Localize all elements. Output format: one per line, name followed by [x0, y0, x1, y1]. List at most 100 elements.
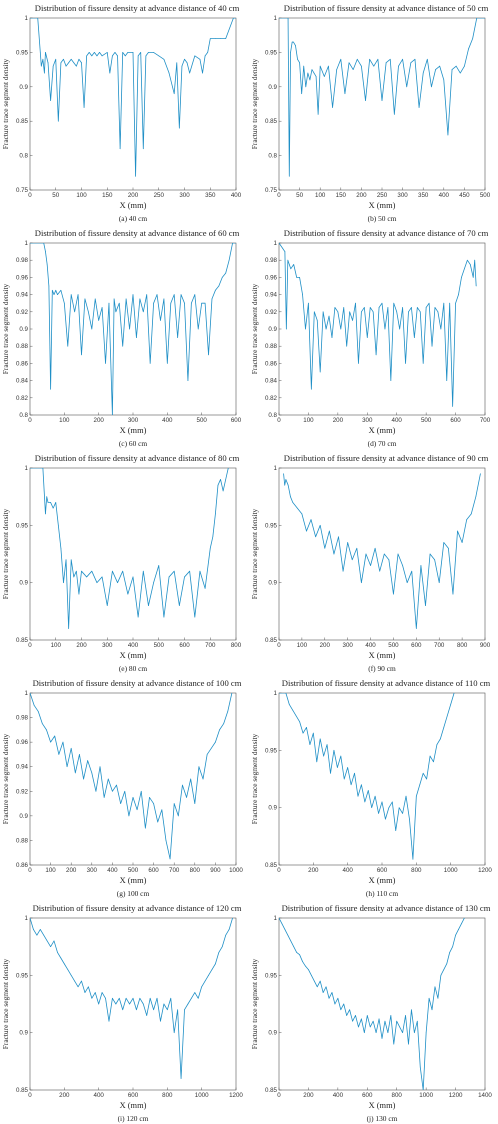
data-point [347, 767, 349, 768]
data-point [319, 65, 321, 67]
data-point [452, 946, 453, 948]
data-point [86, 55, 87, 57]
data-point [148, 52, 149, 53]
chart-a: Distribution of fissure density at advan… [1, 3, 242, 223]
data-point [33, 704, 35, 706]
data-point [408, 311, 409, 313]
data-point [228, 259, 230, 261]
data-point [91, 772, 93, 774]
x-tick-label: 1200 [449, 1092, 463, 1099]
data-point [187, 1003, 189, 1005]
data-point [50, 741, 51, 743]
x-tick-label: 200 [94, 417, 105, 424]
data-point [378, 813, 379, 814]
data-point [45, 52, 46, 53]
data-point [60, 547, 62, 549]
data-point [208, 974, 209, 976]
data-point [340, 58, 342, 60]
data-point [122, 345, 124, 347]
data-point [292, 709, 294, 711]
data-point [437, 311, 439, 313]
data-point [326, 744, 328, 745]
data-point [295, 45, 296, 46]
data-point [450, 704, 452, 705]
data-point [428, 302, 430, 304]
y-tick-label: 0.95 [265, 972, 278, 979]
data-point [310, 519, 312, 520]
x-tick-label: 0 [277, 192, 281, 199]
data-point [426, 778, 427, 780]
data-point [305, 86, 307, 88]
x-tick-label: 400 [392, 417, 403, 424]
data-point [166, 1009, 168, 1011]
data-point [301, 513, 303, 515]
data-point [227, 468, 229, 469]
data-point [194, 294, 196, 295]
data-point [43, 934, 45, 936]
data-point [410, 62, 412, 64]
data-point [315, 76, 317, 77]
data-point [390, 380, 392, 381]
data-point [311, 388, 312, 390]
data-point [68, 628, 69, 629]
data-point [124, 55, 126, 57]
data-point [227, 711, 229, 712]
data-point [369, 307, 371, 308]
chart-caption: (h) 110 cm [366, 889, 398, 898]
data-point [84, 298, 86, 300]
data-point [301, 93, 303, 95]
data-point [197, 997, 199, 999]
data-point [91, 328, 93, 330]
data-point [425, 605, 426, 606]
data-point [469, 264, 471, 265]
data-point [459, 72, 461, 74]
data-point [43, 243, 45, 244]
data-point [344, 93, 346, 95]
data-point [30, 693, 31, 694]
data-point [204, 588, 206, 589]
data-point [184, 58, 185, 60]
data-point [83, 778, 84, 780]
y-tick-label: 0.88 [16, 343, 29, 350]
data-point [367, 790, 369, 791]
data-point [76, 570, 77, 572]
data-point [153, 1009, 154, 1011]
data-point [293, 264, 295, 265]
data-point [381, 302, 383, 304]
data-point [206, 754, 208, 755]
data-point [325, 328, 327, 330]
data-point [472, 277, 474, 278]
data-point [356, 547, 358, 549]
data-point [180, 1078, 182, 1079]
data-point [77, 986, 79, 988]
data-point [377, 58, 379, 60]
data-point [201, 302, 203, 304]
data-point [179, 127, 180, 129]
data-point [44, 72, 45, 74]
data-point [170, 997, 172, 999]
data-point [62, 741, 64, 743]
chart-panel-f: Distribution of fissure density at advan… [249, 450, 498, 674]
y-tick-label: 0.85 [265, 118, 278, 125]
data-point [129, 328, 130, 330]
x-tick-label: 800 [162, 1092, 173, 1099]
data-point [474, 259, 476, 261]
data-point [122, 52, 124, 53]
data-point [65, 65, 67, 67]
plot-frame [278, 242, 486, 416]
data-point [177, 337, 178, 338]
chart-f: Distribution of fissure density at advan… [250, 453, 491, 673]
density-series-line [30, 918, 233, 1079]
data-point [308, 969, 309, 970]
data-point [222, 490, 224, 492]
data-point [422, 772, 424, 774]
data-point [305, 328, 306, 330]
data-point [340, 1009, 342, 1011]
data-point [290, 268, 292, 270]
data-point [148, 605, 149, 606]
data-point [292, 502, 294, 503]
x-tick-label: 200 [66, 867, 77, 874]
data-point [357, 795, 359, 797]
data-point [39, 52, 41, 53]
data-point [385, 62, 387, 64]
